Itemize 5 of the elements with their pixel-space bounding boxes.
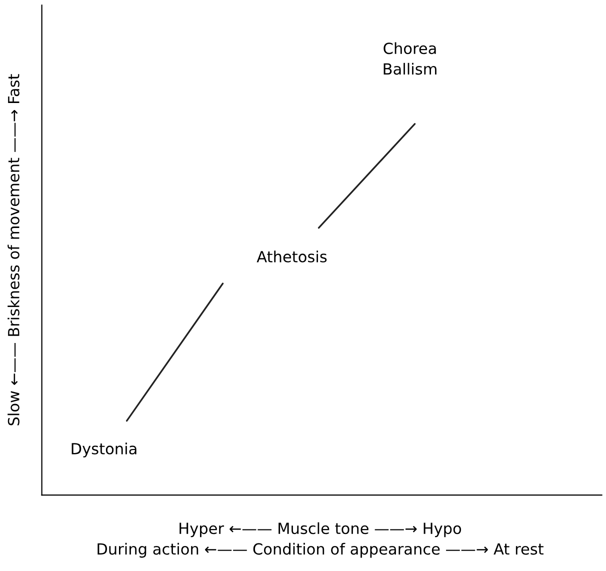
text: Chorea Ballism: [384, 42, 436, 75]
annotation: Athetosis: [256, 250, 327, 262]
text: Hyper ←—— Muscle tone ——→ Hypo During action ←—— Condition of appearance ——→ At rest: [98, 522, 544, 558]
annotation: Dystonia: [72, 442, 136, 458]
text: Slow ←—— Briskness of movement ——→ Fast: [8, 74, 20, 426]
